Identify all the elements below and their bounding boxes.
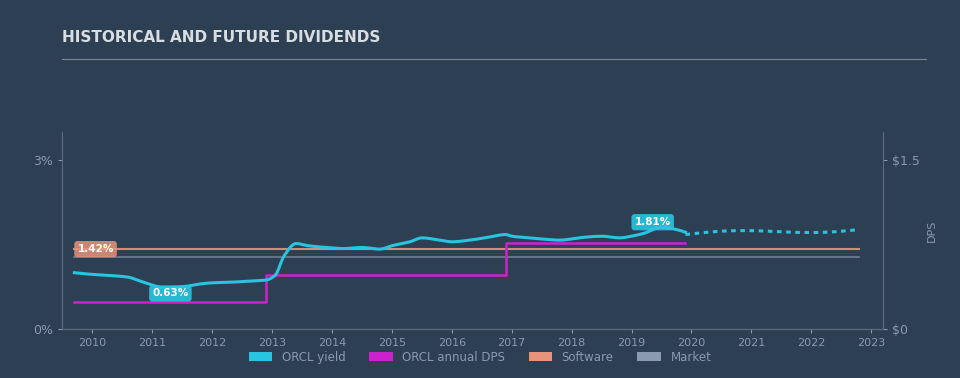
Y-axis label: DPS: DPS: [927, 219, 937, 242]
Text: HISTORICAL AND FUTURE DIVIDENDS: HISTORICAL AND FUTURE DIVIDENDS: [62, 30, 381, 45]
Text: 1.81%: 1.81%: [635, 217, 671, 227]
Legend: ORCL yield, ORCL annual DPS, Software, Market: ORCL yield, ORCL annual DPS, Software, M…: [244, 346, 716, 368]
Text: 1.42%: 1.42%: [78, 244, 113, 254]
Text: 0.63%: 0.63%: [153, 288, 188, 299]
